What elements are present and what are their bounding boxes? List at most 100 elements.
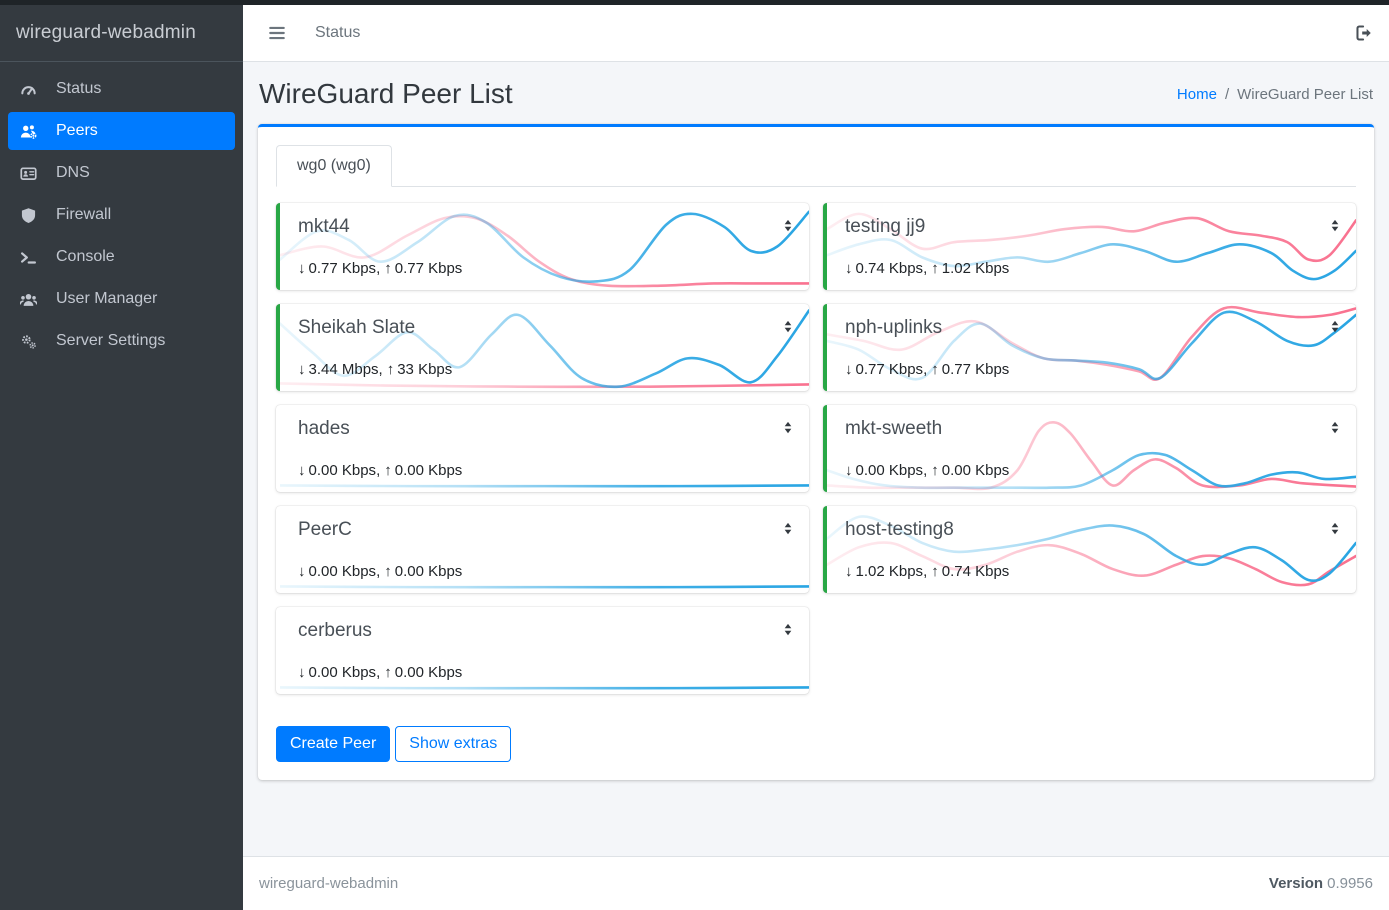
upload-arrow-icon: ↑ bbox=[931, 361, 939, 378]
gears-icon bbox=[22, 334, 36, 349]
peer-card-hades[interactable]: hades ↓ 0.00 Kbps , ↑ 0.00 Kbps bbox=[276, 405, 809, 492]
traffic-sparkline bbox=[280, 405, 809, 492]
shield-icon bbox=[21, 207, 36, 223]
peer-name: mkt44 bbox=[298, 216, 350, 237]
download-arrow-icon: ↓ bbox=[845, 563, 853, 580]
peer-upload-value: 0.77 Kbps bbox=[394, 260, 463, 277]
peer-upload-value: 0.77 Kbps bbox=[941, 361, 1010, 378]
sort-icon[interactable] bbox=[1328, 218, 1342, 233]
peer-card-sheikah-slate[interactable]: Sheikah Slate ↓ 3.44 Mbps , ↑ 33 Kbps bbox=[276, 304, 809, 391]
sidebar-item-firewall[interactable]: Firewall bbox=[8, 196, 235, 234]
download-arrow-icon: ↓ bbox=[845, 260, 853, 277]
peer-stats: ↓ 0.00 Kbps , ↑ 0.00 Kbps bbox=[298, 664, 791, 681]
hamburger-icon[interactable] bbox=[267, 24, 287, 42]
peer-upload-value: 0.00 Kbps bbox=[941, 462, 1010, 479]
download-arrow-icon: ↓ bbox=[298, 563, 306, 580]
peer-download-value: 0.00 Kbps bbox=[308, 462, 377, 479]
traffic-sparkline bbox=[280, 203, 809, 290]
traffic-sparkline bbox=[280, 304, 809, 391]
peer-card-nph-uplinks[interactable]: nph-uplinks ↓ 0.77 Kbps , ↑ 0.77 Kbps bbox=[823, 304, 1356, 391]
sidebar-item-status[interactable]: Status bbox=[8, 70, 235, 108]
peer-download-value: 0.00 Kbps bbox=[308, 563, 377, 580]
download-arrow-icon: ↓ bbox=[298, 260, 306, 277]
upload-arrow-icon: ↑ bbox=[384, 563, 392, 580]
peer-column-left: mkt44 ↓ 0.77 Kbps , ↑ 0.77 Kbps Sheikah … bbox=[276, 203, 809, 708]
sort-icon[interactable] bbox=[781, 218, 795, 233]
sort-icon[interactable] bbox=[781, 521, 795, 536]
peer-upload-value: 1.02 Kbps bbox=[941, 260, 1010, 277]
terminal-icon bbox=[21, 251, 36, 264]
breadcrumb-home-link[interactable]: Home bbox=[1176, 85, 1217, 103]
upload-arrow-icon: ↑ bbox=[384, 462, 392, 479]
content-area: WireGuard Peer List Home / WireGuard Pee… bbox=[243, 62, 1389, 856]
peer-list: mkt44 ↓ 0.77 Kbps , ↑ 0.77 Kbps Sheikah … bbox=[276, 203, 1356, 708]
page-title: WireGuard Peer List bbox=[259, 78, 513, 109]
peer-download-value: 3.44 Mbps bbox=[308, 361, 379, 378]
sort-icon[interactable] bbox=[781, 622, 795, 637]
upload-arrow-icon: ↑ bbox=[384, 664, 392, 681]
footer-version: Version 0.9956 bbox=[1269, 875, 1373, 892]
upload-arrow-icon: ↑ bbox=[931, 260, 939, 277]
traffic-sparkline bbox=[827, 304, 1356, 391]
gauge-icon bbox=[21, 85, 36, 95]
peer-card-testing-jj9[interactable]: testing jj9 ↓ 0.74 Kbps , ↑ 1.02 Kbps bbox=[823, 203, 1356, 290]
sidebar-item-dns[interactable]: DNS bbox=[8, 154, 235, 192]
interface-card: wg0 (wg0) mkt44 ↓ 0.77 Kbps , ↑ 0.77 Kbp… bbox=[258, 124, 1374, 780]
stats-separator: , bbox=[378, 361, 383, 378]
peer-stats: ↓ 0.77 Kbps , ↑ 0.77 Kbps bbox=[845, 361, 1338, 378]
sign-out-icon[interactable] bbox=[1355, 24, 1373, 42]
sort-icon[interactable] bbox=[781, 319, 795, 334]
sidebar-item-label: User Manager bbox=[56, 290, 158, 307]
show-extras-button[interactable]: Show extras bbox=[395, 726, 512, 762]
sidebar-item-label: Firewall bbox=[56, 206, 112, 223]
peer-stats: ↓ 0.00 Kbps , ↑ 0.00 Kbps bbox=[298, 563, 791, 580]
brand-link[interactable]: wireguard-webadmin bbox=[0, 5, 243, 62]
sidebar-item-console[interactable]: Console bbox=[8, 238, 235, 276]
create-peer-button[interactable]: Create Peer bbox=[276, 726, 391, 762]
sidebar-item-label: Server Settings bbox=[56, 332, 166, 349]
peer-name: testing jj9 bbox=[845, 216, 926, 237]
sort-icon[interactable] bbox=[1328, 319, 1342, 334]
download-arrow-icon: ↓ bbox=[298, 462, 306, 479]
tab-wg0[interactable]: wg0 (wg0) bbox=[276, 145, 392, 187]
peer-card-host-testing8[interactable]: host-testing8 ↓ 1.02 Kbps , ↑ 0.74 Kbps bbox=[823, 506, 1356, 593]
interface-tabs: wg0 (wg0) bbox=[276, 145, 1356, 187]
peer-stats: ↓ 0.00 Kbps , ↑ 0.00 Kbps bbox=[845, 462, 1338, 479]
peer-card-mkt44[interactable]: mkt44 ↓ 0.77 Kbps , ↑ 0.77 Kbps bbox=[276, 203, 809, 290]
peer-card-mkt-sweeth[interactable]: mkt-sweeth ↓ 0.00 Kbps , ↑ 0.00 Kbps bbox=[823, 405, 1356, 492]
address-card-icon bbox=[20, 166, 37, 180]
sidebar-item-peers[interactable]: Peers bbox=[8, 112, 235, 150]
download-arrow-icon: ↓ bbox=[845, 462, 853, 479]
stats-separator: , bbox=[376, 664, 381, 681]
peer-card-peerc[interactable]: PeerC ↓ 0.00 Kbps , ↑ 0.00 Kbps bbox=[276, 506, 809, 593]
sidebar-item-user-manager[interactable]: User Manager bbox=[8, 280, 235, 318]
content-header: WireGuard Peer List Home / WireGuard Pee… bbox=[243, 62, 1389, 124]
sidebar: wireguard-webadmin Status Peers DNS Fire… bbox=[0, 0, 243, 910]
download-arrow-icon: ↓ bbox=[845, 361, 853, 378]
top-strip bbox=[0, 0, 1389, 5]
upload-arrow-icon: ↑ bbox=[384, 260, 392, 277]
peer-column-right: testing jj9 ↓ 0.74 Kbps , ↑ 1.02 Kbps np… bbox=[823, 203, 1356, 708]
upload-arrow-icon: ↑ bbox=[931, 563, 939, 580]
peer-download-value: 0.77 Kbps bbox=[308, 260, 377, 277]
peer-name: cerberus bbox=[298, 620, 372, 641]
sort-icon[interactable] bbox=[1328, 521, 1342, 536]
users-gear-icon bbox=[20, 124, 37, 139]
peer-download-value: 0.00 Kbps bbox=[855, 462, 924, 479]
peer-upload-value: 0.74 Kbps bbox=[941, 563, 1010, 580]
peer-download-value: 0.00 Kbps bbox=[308, 664, 377, 681]
traffic-sparkline bbox=[280, 607, 809, 694]
topbar-status-link[interactable]: Status bbox=[315, 24, 361, 41]
peer-name: hades bbox=[298, 418, 350, 439]
download-arrow-icon: ↓ bbox=[298, 361, 306, 378]
traffic-sparkline bbox=[827, 203, 1356, 290]
traffic-sparkline bbox=[827, 405, 1356, 492]
stats-separator: , bbox=[923, 260, 928, 277]
sort-icon[interactable] bbox=[781, 420, 795, 435]
sidebar-item-server-settings[interactable]: Server Settings bbox=[8, 322, 235, 360]
breadcrumb: Home / WireGuard Peer List bbox=[1177, 86, 1373, 103]
stats-separator: , bbox=[376, 563, 381, 580]
peer-card-cerberus[interactable]: cerberus ↓ 0.00 Kbps , ↑ 0.00 Kbps bbox=[276, 607, 809, 694]
download-arrow-icon: ↓ bbox=[298, 664, 306, 681]
sort-icon[interactable] bbox=[1328, 420, 1342, 435]
